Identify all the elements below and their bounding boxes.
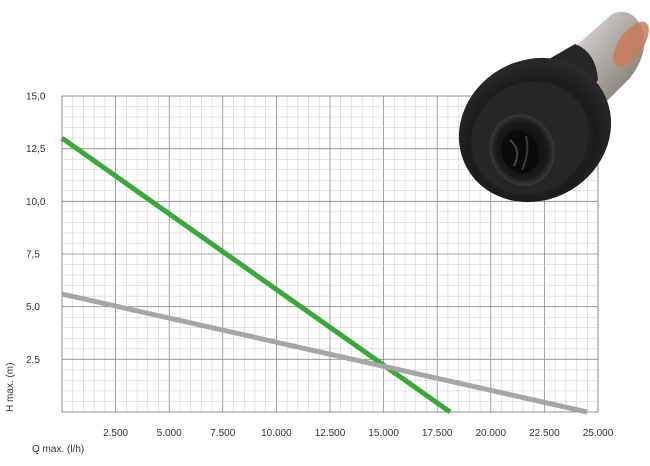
y-tick-label: 10,0	[26, 197, 46, 208]
x-tick-label: 7.500	[210, 428, 235, 439]
x-tick-label: 5.000	[157, 428, 182, 439]
x-tick-label: 22.500	[529, 428, 560, 439]
x-tick-label: 20.000	[476, 428, 507, 439]
y-tick-labels: 2,5 5,0 7,5 10,0 12,5 15,0	[26, 92, 46, 366]
chart-series	[60, 136, 588, 415]
x-tick-label: 15.000	[368, 428, 399, 439]
x-axis-title: Q max. (l/h)	[32, 444, 84, 455]
x-tick-label: 2.500	[103, 428, 128, 439]
x-tick-labels: 2.500 5.000 7.500 10.000 12.500 15.000 17.500 2…	[103, 428, 614, 439]
x-tick-label: 10.000	[261, 428, 292, 439]
y-axis-title: H max. (m)	[5, 363, 16, 412]
y-tick-label: 15,0	[26, 92, 46, 103]
pump-impeller-icon	[458, 11, 649, 203]
y-tick-label: 2,5	[26, 355, 40, 366]
plot-border	[61, 95, 599, 413]
x-tick-label: 17.500	[422, 428, 453, 439]
x-tick-label: 25.000	[583, 428, 614, 439]
series-line-2	[61, 291, 588, 415]
y-tick-label: 7,5	[26, 250, 40, 261]
y-tick-label: 12,5	[26, 144, 46, 155]
x-tick-label: 12.500	[315, 428, 346, 439]
y-tick-label: 5,0	[26, 302, 40, 313]
